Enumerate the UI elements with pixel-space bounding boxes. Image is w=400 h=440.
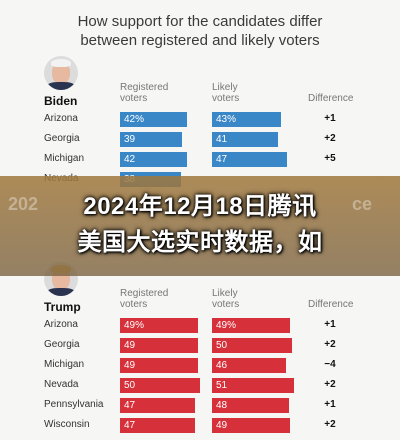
state-label: Nevada [44,379,79,390]
bar-likely: 49% [212,318,291,333]
column-header-likely: Likely voters [212,82,240,104]
column-header-registered: Registered voters [120,82,169,104]
bar-registered: 49 [120,338,199,353]
bar-registered: 50 [120,378,200,393]
avatar-hair [51,59,71,67]
banner-ghost-text-1: 202 [8,194,39,214]
bar-registered: 47 [120,398,196,413]
difference-value: +1 [324,319,336,330]
chart-title-line-1: How support for the candidates differ [77,13,323,30]
bar-likely: 48 [212,398,289,413]
state-label: Pennsylvania [44,399,104,410]
avatar-face [52,62,70,84]
column-header-difference: Difference [308,93,354,104]
bar-registered: 49 [120,358,199,373]
candidate-name: Biden [44,94,78,108]
chart-title: How support for the candidates differ be… [0,12,400,50]
column-header-likely: Likely voters [212,288,240,310]
bar-registered: 39 [120,132,183,147]
state-label: Georgia [44,339,80,350]
candidate-name: Trump [44,300,81,314]
difference-value: +2 [324,419,336,430]
bar-registered: 42 [120,152,188,167]
column-header-registered: Registered voters [120,288,169,310]
bar-registered: 42% [120,112,188,127]
difference-value: +2 [324,133,336,144]
state-label: Arizona [44,113,78,124]
difference-value: −4 [324,359,336,370]
difference-value: +2 [324,379,336,390]
bar-registered: 49% [120,318,199,333]
avatar-suit [47,288,75,296]
bar-likely: 51 [212,378,294,393]
candidate-avatar [44,56,78,90]
state-label: Michigan [44,359,85,370]
bar-likely: 41 [212,132,278,147]
headline-line-1: 2024年12月18日腾讯 [83,193,317,220]
bar-registered: 47 [120,418,196,433]
column-header-difference: Difference [308,299,354,310]
state-label: Arizona [44,319,78,330]
state-label: Wisconsin [44,419,90,430]
bar-likely: 47 [212,152,288,167]
difference-value: +1 [324,399,336,410]
state-label: Michigan [44,153,85,164]
bar-likely: 49 [212,418,291,433]
headline-banner: 202 ce 2024年12月18日腾讯 美国大选实时数据，如 [0,176,400,276]
headline-line-2: 美国大选实时数据，如 [77,229,323,256]
difference-value: +2 [324,339,336,350]
bar-likely: 46 [212,358,286,373]
avatar-suit [47,82,75,90]
banner-ghost-text-2: ce [352,194,373,214]
difference-value: +1 [324,113,336,124]
difference-value: +5 [324,153,336,164]
chart-title-line-2: between registered and likely voters [80,32,320,49]
state-label: Georgia [44,133,80,144]
bar-likely: 50 [212,338,292,353]
bar-likely: 43% [212,112,281,127]
